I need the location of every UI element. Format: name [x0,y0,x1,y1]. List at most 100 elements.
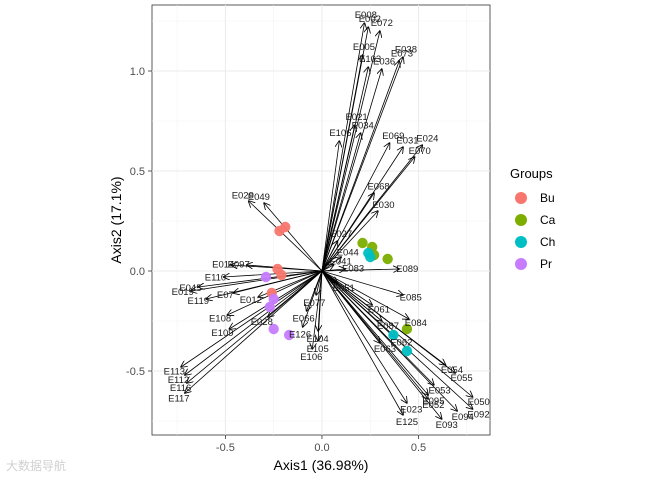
vector-label: E109 [211,328,233,339]
vector-label: E005 [353,42,375,53]
vector-arrow [247,265,322,272]
vector-arrow [321,270,428,399]
vector-label: E068 [367,181,389,192]
legend-title: Groups [510,166,553,181]
legend-label-bu: Bu [540,191,555,205]
vector-label: E092 [467,409,489,420]
vector-arrow [312,270,323,349]
vector-arrow [181,270,323,367]
vector-arrow [321,157,415,272]
point-ca [382,253,393,265]
vector-label: E021 [345,112,367,123]
vector-label: E030 [372,200,394,211]
vector-label: E028 [251,317,273,328]
vector-label: E038 [395,45,417,56]
vector-label: E031 [396,135,418,146]
vector-arrow [321,270,455,373]
vector-label: E044 [337,247,359,258]
x-tick-label: -0.5 [216,442,235,454]
x-tick-label: 0.5 [411,442,426,454]
vector-label: E036 [373,56,395,67]
vector-label: E093 [436,420,458,431]
vector-label: E055 [450,373,472,384]
vector-arrow [187,270,323,383]
vector-label: E110 [205,272,226,283]
vector-arrow [321,270,403,415]
vector-arrow [264,203,323,272]
vector-label: E112 [168,375,189,386]
vector-label: E117 [168,393,189,404]
point-ch [401,345,413,357]
vector-label: E085 [400,292,422,303]
point-ch [388,329,399,341]
vector-arrow [321,61,399,272]
vector-label: E119 [188,296,209,307]
y-tick-label: 0.0 [130,266,145,278]
vector-arrow [185,270,323,393]
vector-label: E012 [240,295,262,306]
watermark: 大数据导航 [6,458,66,473]
vector-arrow [321,141,339,272]
legend-key-bu [515,192,527,204]
ticks: -0.5 0.0 0.5 -0.5 0.0 0.5 1.0 [126,66,426,454]
vector-arrow [321,55,363,272]
vector-label: E050 [468,397,490,408]
vector-arrow [321,257,341,272]
vector-label: E002 [359,14,381,25]
point-pr [268,323,279,335]
point-bu [274,225,285,237]
vector-arrow [223,270,322,277]
point-pr [283,329,295,341]
vector-arrow [321,270,403,295]
vector-label: E077 [303,298,325,309]
vector-label: E094 [452,412,474,423]
vector-label: E105 [307,344,329,355]
grid [152,5,490,435]
vector-arrow [318,270,323,331]
vector-arrow [321,270,428,395]
vector-label: E108 [209,313,231,324]
vector-arrow [321,211,378,272]
vector-arrow [321,193,374,272]
vector-label: E106 [329,128,351,139]
vector-arrow [249,201,323,272]
y-tick-label: 1.0 [130,66,145,78]
vector-label: E054 [441,365,463,376]
point-pr [260,271,272,283]
vector-label: E069 [382,131,404,142]
vector-label: E106 [300,352,322,363]
vector-label: E125 [396,417,418,428]
vector-label: E023 [400,405,422,416]
vector-arrow [321,270,337,283]
x-tick-label: 0.0 [314,442,329,454]
vector-label: E087 [377,321,399,332]
points [260,221,413,357]
point-pr [268,293,279,305]
point-ch [365,251,376,263]
legend-key-ca [515,214,527,226]
vector-arrow [191,270,323,291]
y-tick-label: -0.5 [126,366,145,378]
vector-arrow [321,125,355,272]
vector-arrow [307,270,323,311]
vector-arrow [321,241,337,272]
legend-items: Bu Ca Ch Pr [515,191,556,271]
point-bu [276,269,287,281]
vector-label: E062 [390,337,412,348]
vector-arrow [321,133,361,272]
vector-label: E034 [352,120,374,131]
vector-label: E083 [342,263,364,274]
vector-label: E084 [405,318,427,329]
vector-label: E07 [217,290,234,301]
vector-arrow [321,23,364,272]
vector-label: E070 [409,146,431,157]
vector-label: E095 [422,396,444,407]
vector-label: E072 [371,18,393,29]
y-axis-title: Axis2 (17.1%) [108,176,124,263]
x-axis-title: Axis1 (36.98%) [274,457,369,473]
vector-label: E045 [179,283,201,294]
vector-label: E008 [355,10,377,21]
vector-label: E027 [330,229,352,240]
vector-label: E061 [368,304,390,315]
